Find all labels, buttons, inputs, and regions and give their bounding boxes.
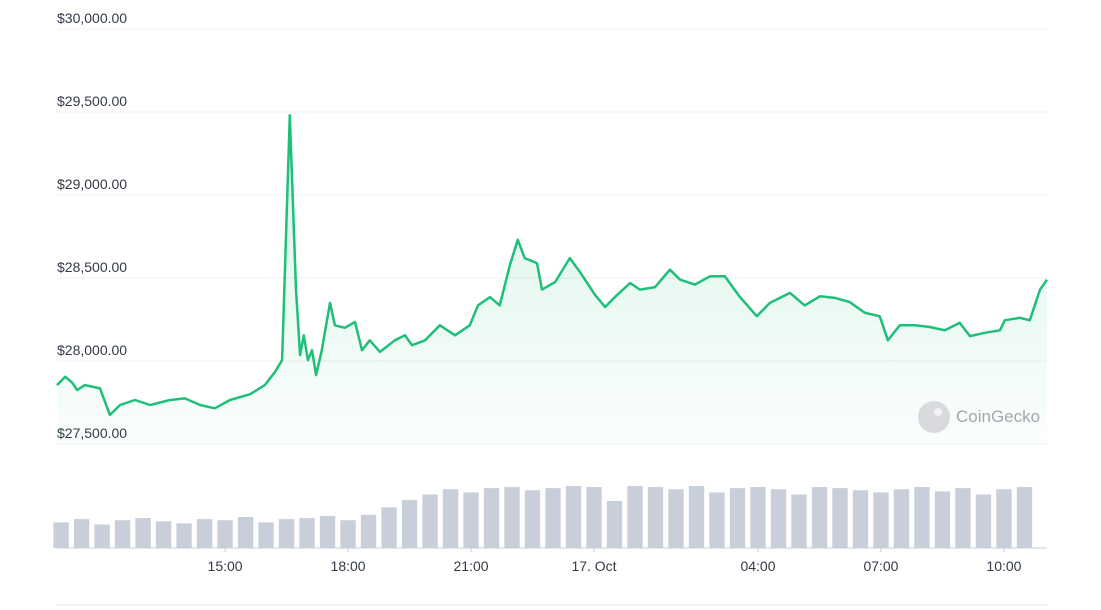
y-tick-label: $28,000.00	[57, 342, 127, 358]
volume-bar	[463, 492, 479, 548]
x-tick-label: 10:00	[986, 558, 1021, 574]
volume-bar	[319, 515, 336, 548]
volume-bar	[1016, 487, 1033, 548]
volume-bar	[94, 524, 110, 548]
volume-bar	[791, 494, 807, 548]
volume-bar	[176, 523, 192, 548]
x-tick-label: 21:00	[454, 558, 489, 574]
watermark-logo	[918, 401, 950, 433]
volume-bar	[729, 488, 746, 548]
volume-bar	[914, 487, 930, 548]
volume-bar	[811, 487, 828, 548]
watermark-logo-eye	[934, 408, 942, 416]
volume-bar	[422, 494, 438, 548]
volume-bar	[709, 492, 725, 548]
volume-bar	[627, 486, 643, 548]
volume-bar	[442, 489, 459, 548]
volume-bar	[135, 518, 151, 548]
watermark: CoinGecko	[918, 401, 1040, 433]
y-tick-label: $29,000.00	[57, 176, 127, 192]
x-tick-label: 04:00	[740, 558, 775, 574]
volume-bar	[647, 487, 664, 548]
watermark-text: CoinGecko	[956, 407, 1040, 426]
volume-bar	[606, 500, 623, 548]
volume-bar	[750, 487, 766, 548]
volume-bar	[53, 522, 69, 548]
volume-bar	[237, 517, 254, 548]
y-tick-label: $29,500.00	[57, 93, 127, 109]
volume-bar	[873, 492, 889, 548]
volume-bar	[524, 490, 541, 548]
x-tick-label: 18:00	[331, 558, 366, 574]
volume-bar	[668, 489, 684, 548]
volume-bar	[258, 522, 274, 548]
volume-bar	[401, 499, 418, 548]
volume-bar	[299, 518, 315, 548]
volume-bar	[955, 488, 971, 548]
x-tick-label: 17. Oct	[571, 558, 616, 574]
volume-bar	[196, 519, 213, 548]
volume-bar	[832, 488, 848, 548]
volume-bar	[340, 520, 356, 548]
volume-bar	[360, 514, 377, 548]
volume-bar	[688, 486, 705, 548]
x-tick-label: 07:00	[863, 558, 898, 574]
x-tick-label: 15:00	[208, 558, 243, 574]
volume-bar	[483, 488, 500, 548]
volume-bar	[155, 521, 172, 548]
y-tick-label: $30,000.00	[57, 10, 127, 26]
price-area	[57, 115, 1047, 445]
volume-bar	[770, 489, 787, 548]
volume-bar	[114, 520, 131, 548]
volume-bar	[996, 489, 1012, 548]
volume-bar	[545, 488, 561, 548]
volume-bar	[217, 520, 233, 548]
volume-bar	[852, 490, 869, 548]
volume-bar	[586, 487, 602, 548]
price-line	[56, 114, 1049, 417]
volume-bar	[975, 494, 992, 548]
volume-bar	[73, 519, 90, 548]
volume-bar	[565, 486, 582, 548]
volume-bar	[893, 489, 910, 548]
y-tick-label: $28,500.00	[57, 259, 127, 275]
volume-bar	[381, 507, 397, 548]
volume-bar	[504, 487, 520, 548]
volume-bar	[278, 519, 295, 548]
volume-bar	[934, 491, 951, 548]
